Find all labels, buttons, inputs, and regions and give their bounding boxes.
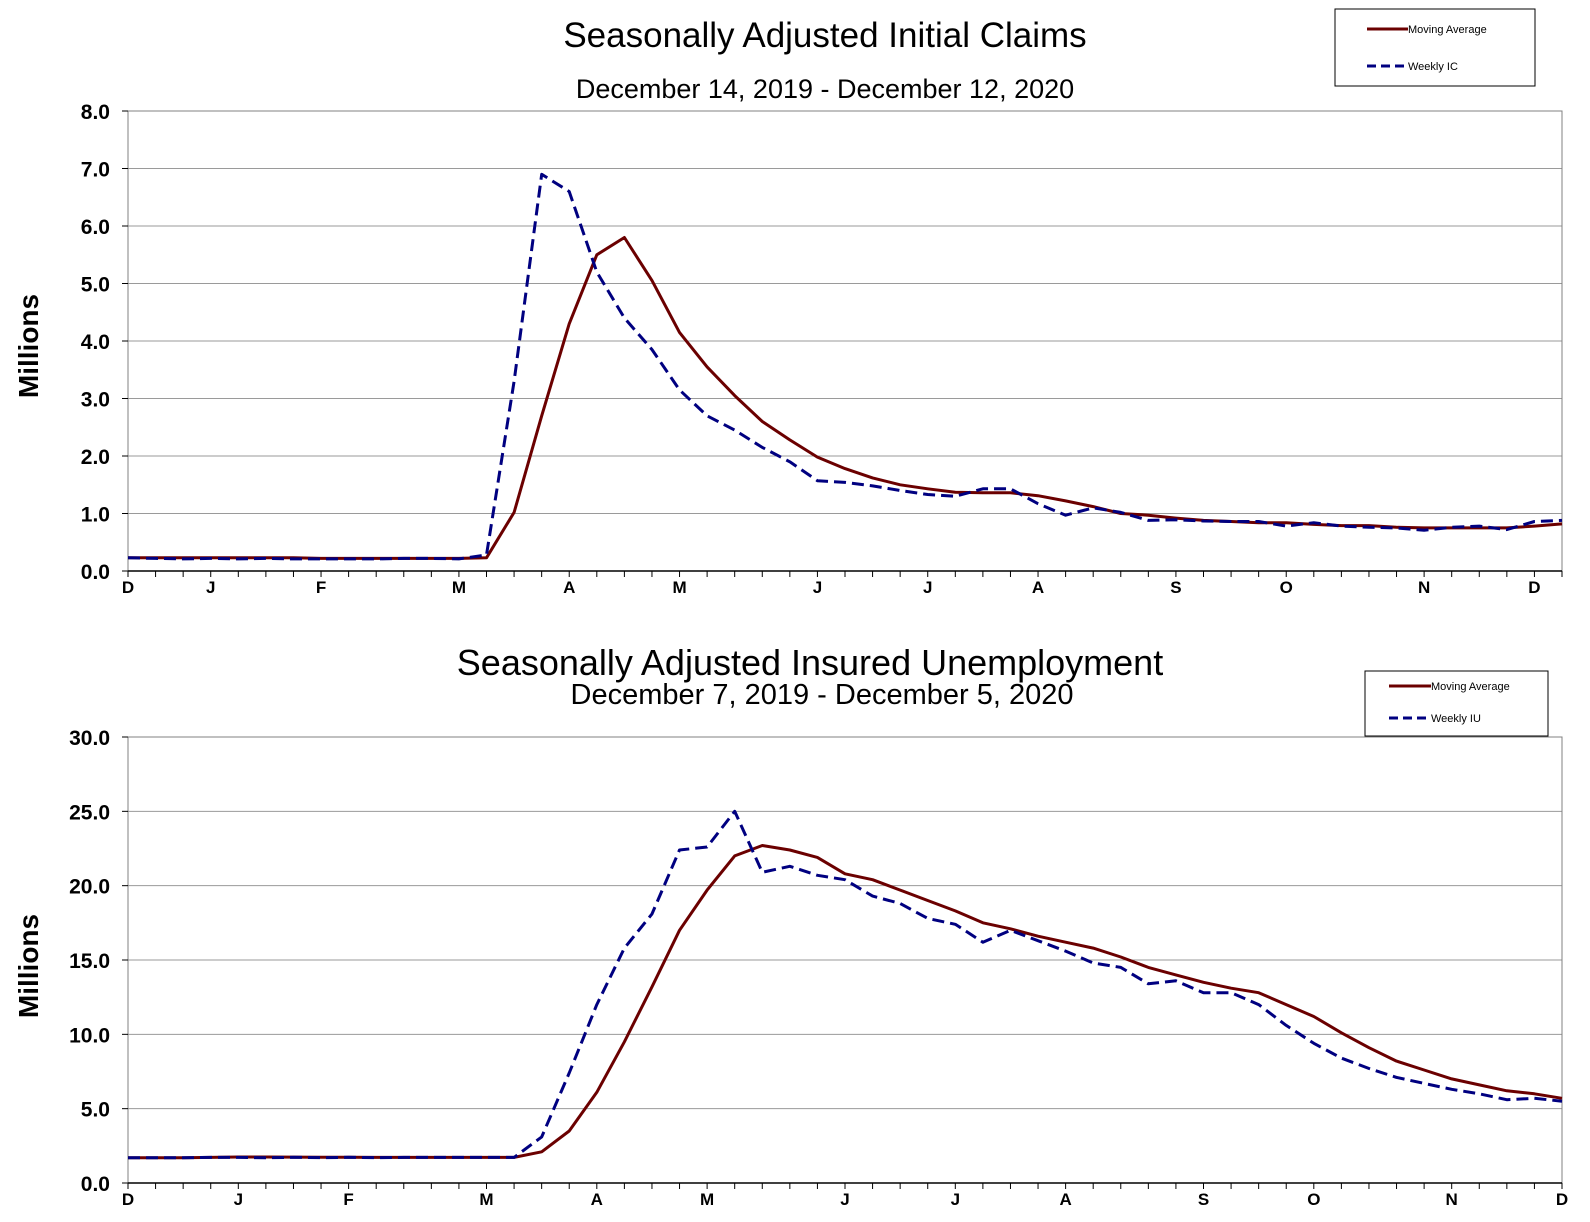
legend-weekly-label: Weekly IC [1408,61,1458,73]
series-weekly-line [128,809,1563,1160]
x-tick-label: D [1556,1190,1568,1209]
y-tick-label: 0.0 [81,1173,110,1196]
x-tick-label: J [234,1190,243,1209]
y-tick-label: 4.0 [81,331,110,354]
x-tick-label: O [1280,578,1293,597]
series-lines [127,172,1563,561]
legend-weekly-label: Weekly IU [1431,713,1481,725]
y-tick-labels: 0.0 5.0 10.0 15.0 20.0 25.0 30.0 [69,727,110,1196]
x-tick-label: J [923,578,932,597]
y-tick-label: 25.0 [69,801,110,824]
legend-moving-average-label: Moving Average [1408,24,1487,36]
x-tick-label: M [700,1190,714,1209]
x-tick-label: J [813,578,822,597]
y-tick-label: 2.0 [81,446,110,469]
series-lines [128,809,1563,1160]
y-tick-label: 5.0 [81,1099,110,1122]
x-tick-label: J [840,1190,849,1209]
y-tick-label: 20.0 [69,876,110,899]
y-tick-label: 7.0 [81,159,110,182]
x-tick-label: N [1446,1190,1458,1209]
legend: Moving Average Weekly IC [1334,8,1536,87]
x-tick-label: O [1307,1190,1320,1209]
x-tick-label: D [122,1190,134,1209]
x-tick-label: N [1418,578,1430,597]
y-tick-labels: 0.0 1.0 2.0 3.0 4.0 5.0 6.0 7.0 8.0 [81,101,110,584]
legend-box [1364,670,1549,737]
x-tick-label: S [1170,578,1181,597]
series-moving-average-line [128,236,1563,560]
chart-subtitle: December 14, 2019 - December 12, 2020 [576,74,1074,104]
x-tick-label: M [479,1190,493,1209]
x-tick-label: A [1032,578,1044,597]
y-tick-label: 5.0 [81,274,110,297]
legend-box [1334,8,1536,87]
x-tick-label: F [316,578,326,597]
chart-title: Seasonally Adjusted Initial Claims [563,16,1086,55]
y-axis-label: Millions [13,914,44,1018]
y-tick-label: 10.0 [69,1024,110,1047]
y-tick-label: 3.0 [81,389,110,412]
x-tick-label: M [672,578,686,597]
insured-unemployment-chart: Seasonally Adjusted Insured Unemployment… [13,642,1568,1209]
chart-title: Seasonally Adjusted Insured Unemployment [457,642,1163,683]
x-tick-label: A [1059,1190,1071,1209]
series-weekly-line [127,172,1563,561]
grid [128,110,1562,514]
initial-claims-chart: Seasonally Adjusted Initial Claims Decem… [13,8,1563,597]
axes [122,110,1563,577]
x-tick-label: A [591,1190,603,1209]
legend: Moving Average Weekly IU [1364,670,1549,737]
chart-subtitle: December 7, 2019 - December 5, 2020 [571,679,1074,711]
x-tick-label: J [951,1190,960,1209]
x-tick-label: M [452,578,466,597]
x-tick-label: S [1198,1190,1209,1209]
y-tick-label: 30.0 [69,727,110,750]
x-tick-label: J [206,578,215,597]
legend-moving-average-label: Moving Average [1431,681,1510,693]
x-tick-label: A [563,578,575,597]
y-tick-label: 1.0 [81,504,110,527]
axes [122,736,1563,1189]
y-tick-label: 0.0 [81,561,110,584]
y-tick-label: 6.0 [81,216,110,239]
series-moving-average-line [128,844,1563,1160]
x-tick-label: D [122,578,134,597]
x-tick-label: D [1528,578,1540,597]
y-axis-label: Millions [13,294,44,398]
y-tick-label: 15.0 [69,950,110,973]
y-tick-label: 8.0 [81,101,110,124]
grid [128,736,1562,1110]
x-tick-label: F [343,1190,353,1209]
